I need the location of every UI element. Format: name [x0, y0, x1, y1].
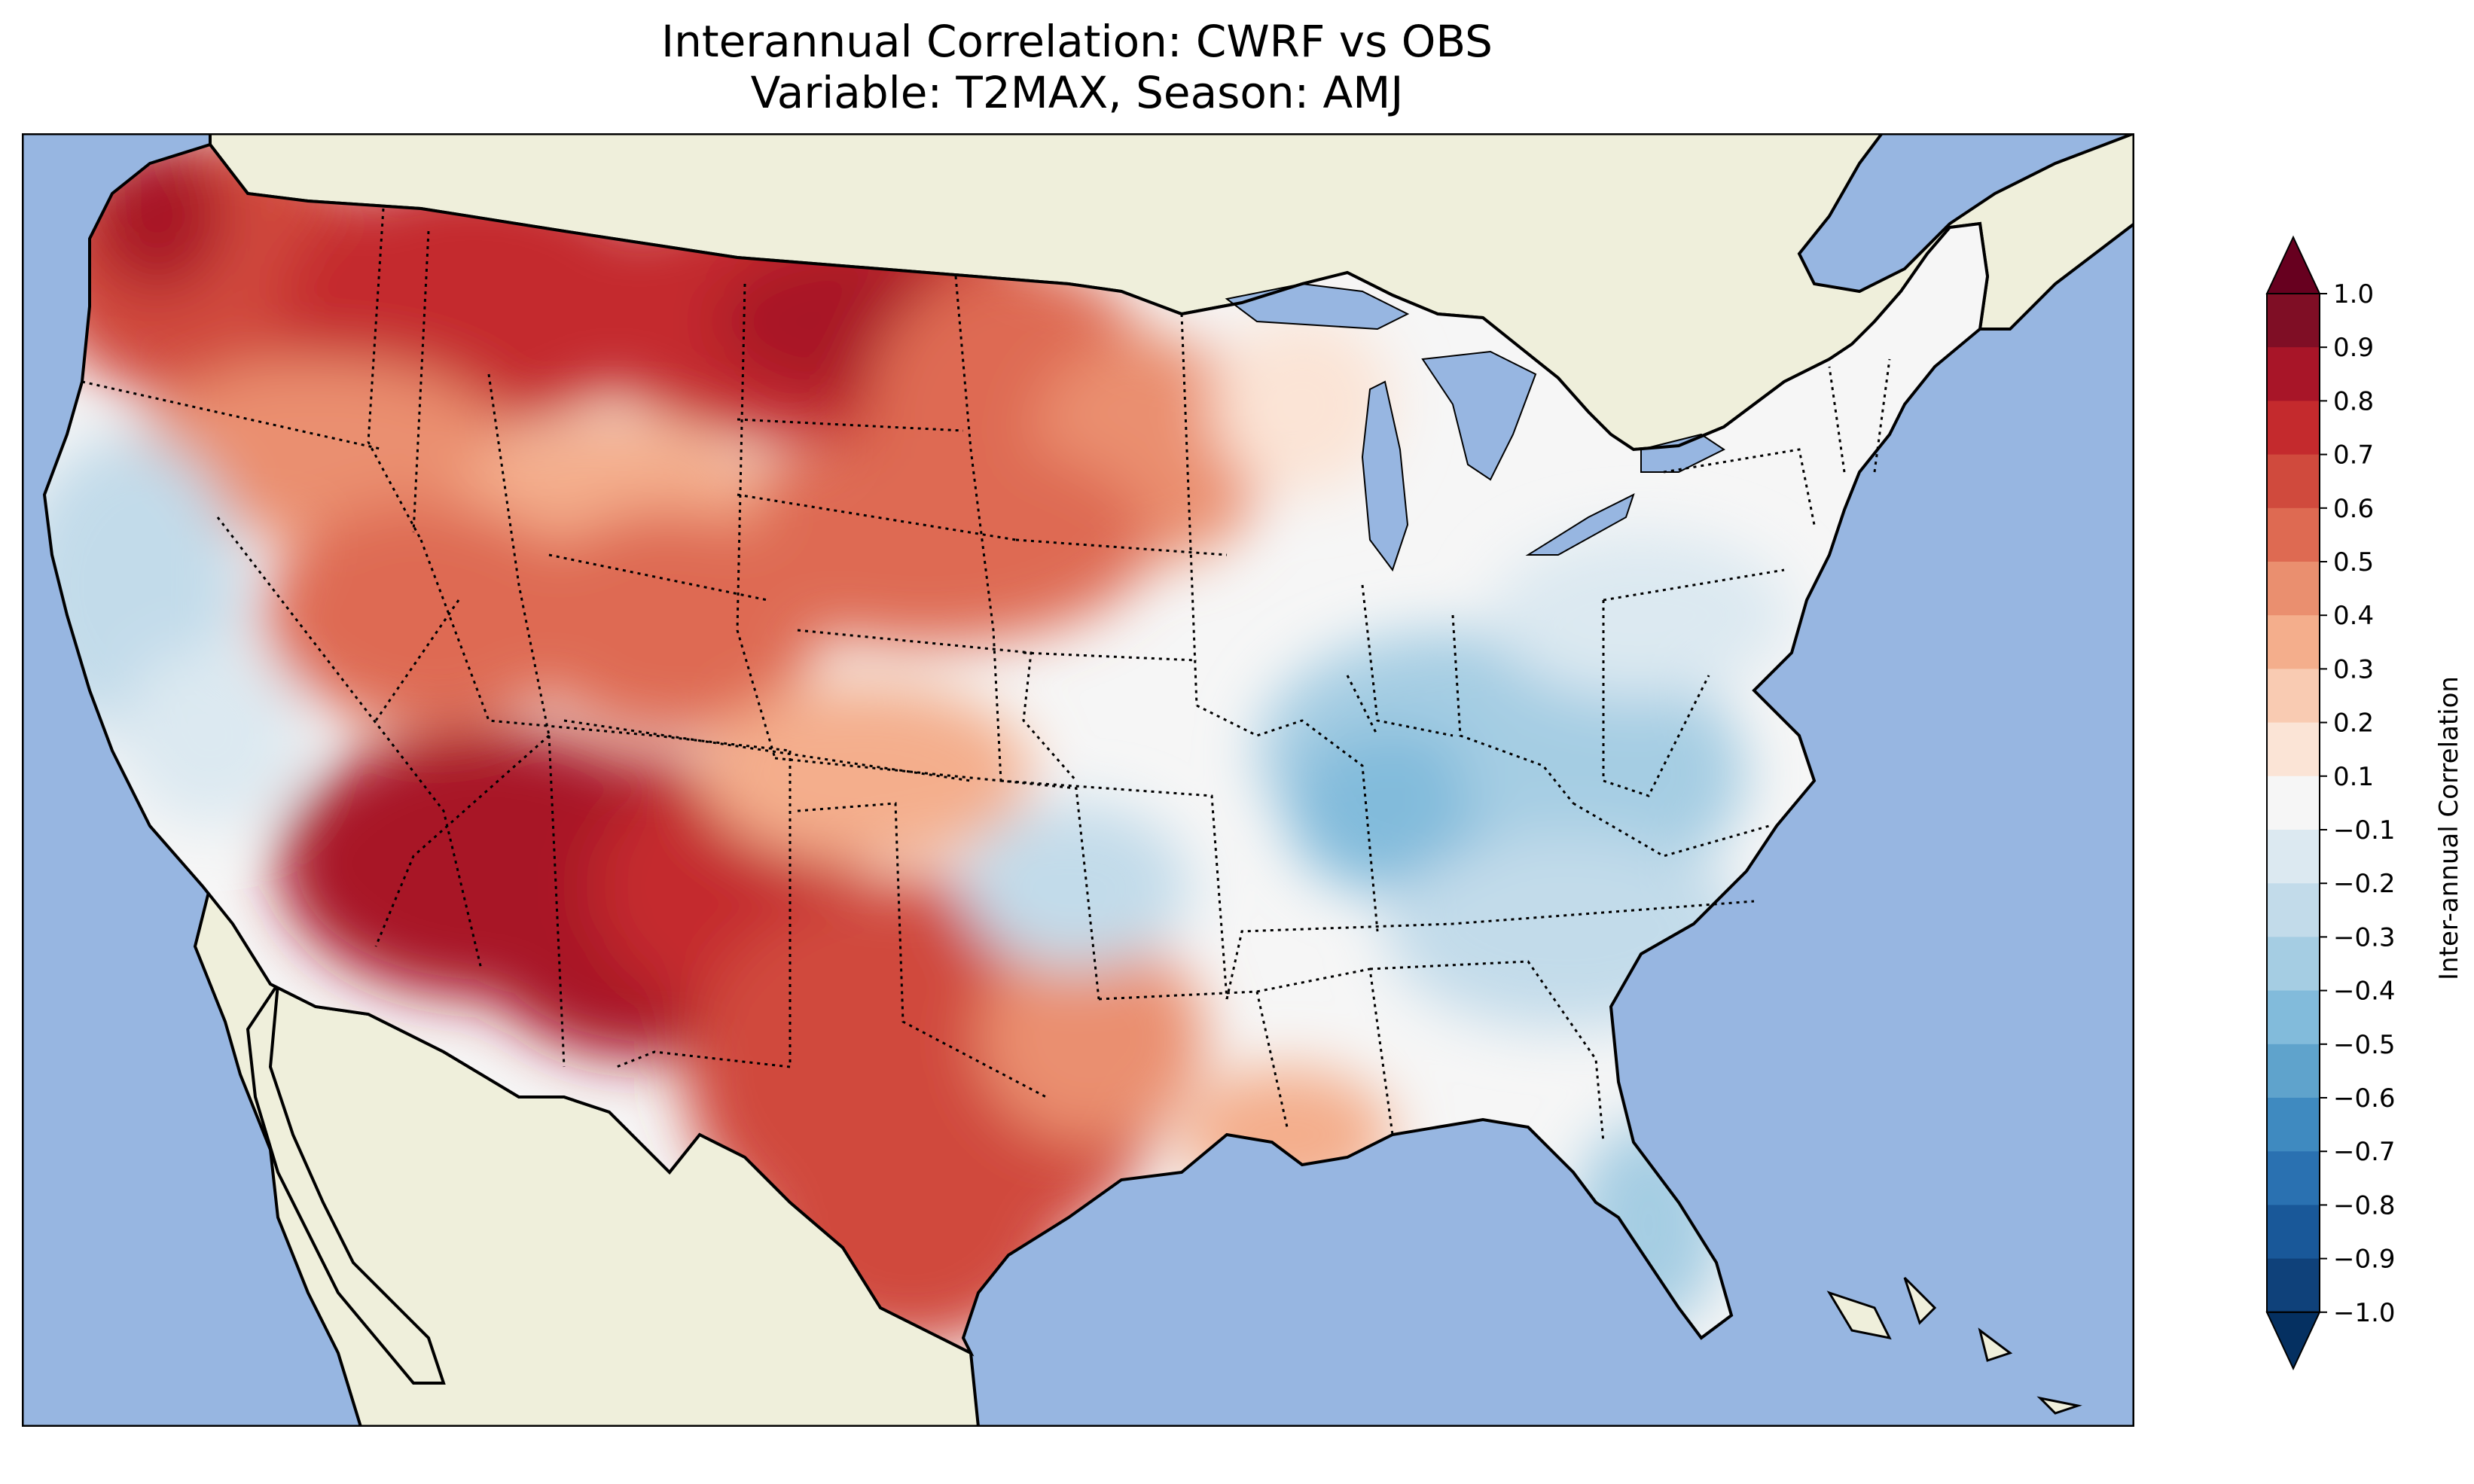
colorbar-segment — [2267, 1151, 2320, 1205]
colorbar-tick-label: 0.3 — [2333, 654, 2374, 684]
chart-title: Interannual Correlation: CWRF vs OBS — [660, 16, 1493, 67]
colorbar-segment — [2267, 1098, 2320, 1152]
colorbar-segment — [2267, 294, 2320, 348]
colorbar-ticks: 1.0 0.9 0.8 0.7 0.6 0.5 0.4 0.3 0.2 0.1 −0.1 −0.2 −0… — [2320, 279, 2396, 1328]
colorbar-tick-label: −1.0 — [2333, 1298, 2396, 1328]
colorbar-tick-label: 1.0 — [2333, 279, 2374, 309]
colorbar-tick-label: −0.1 — [2333, 815, 2396, 846]
caribbean-islands — [1826, 1276, 2082, 1415]
colorbar-extend-min — [2265, 1311, 2321, 1371]
colorbar-segment — [2267, 776, 2320, 830]
colorbar-tick-label: 0.6 — [2333, 494, 2374, 524]
colorbar-segment — [2267, 937, 2320, 992]
colorbar-segment — [2267, 454, 2320, 509]
colorbar-segment — [2267, 507, 2320, 562]
colorbar-segment — [2267, 1258, 2320, 1313]
colorbar-tick-label: −0.9 — [2333, 1245, 2396, 1275]
colorbar-segment — [2267, 615, 2320, 669]
colorbar-tick-label: 0.8 — [2333, 386, 2374, 416]
colorbar-tick-label: −0.6 — [2333, 1083, 2396, 1114]
colorbar: 1.0 0.9 0.8 0.7 0.6 0.5 0.4 0.3 0.2 0.1 −0.1 −0.2 −0… — [2265, 235, 2464, 1371]
colorbar-tick-label: −0.5 — [2333, 1030, 2396, 1060]
colorbar-tick-label: 0.1 — [2333, 762, 2374, 792]
state-borders — [81, 208, 1891, 1143]
map-border — [22, 133, 2134, 1427]
colorbar-segment — [2267, 669, 2320, 724]
colorbar-segment — [2267, 347, 2320, 401]
colorbar-segments — [2265, 235, 2321, 1371]
colorbar-tick-label: −0.3 — [2333, 922, 2396, 952]
colorbar-segment — [2267, 562, 2320, 616]
colorbar-segment — [2267, 1044, 2320, 1099]
colorbar-tick-label: −0.4 — [2333, 977, 2396, 1007]
colorbar-tick-label: −0.2 — [2333, 869, 2396, 899]
colorbar-tick-label: 0.5 — [2333, 547, 2374, 577]
colorbar-segment — [2267, 1205, 2320, 1260]
colorbar-tick-label: 0.9 — [2333, 333, 2374, 363]
baja-peninsula — [246, 983, 446, 1385]
colorbar-tick-label: 0.7 — [2333, 440, 2374, 471]
colorbar-label: Inter-annual Correlation — [2434, 676, 2464, 980]
chart-subtitle: Variable: T2MAX, Season: AMJ — [750, 67, 1404, 118]
colorbar-tick-label: −0.8 — [2333, 1190, 2396, 1220]
colorbar-tick-label: −0.7 — [2333, 1137, 2396, 1167]
colorbar-outline — [2266, 293, 2320, 1313]
colorbar-tick-label: 0.4 — [2333, 601, 2374, 631]
colorbar-segment — [2267, 401, 2320, 456]
map — [22, 133, 2134, 1427]
colorbar-segment — [2267, 722, 2320, 777]
colorbar-extend-max — [2265, 235, 2321, 294]
colorbar-segment — [2267, 883, 2320, 937]
colorbar-segment — [2267, 830, 2320, 884]
colorbar-segment — [2267, 990, 2320, 1045]
great-lakes — [1225, 282, 1725, 572]
colorbar-tick-label: 0.2 — [2333, 708, 2374, 739]
